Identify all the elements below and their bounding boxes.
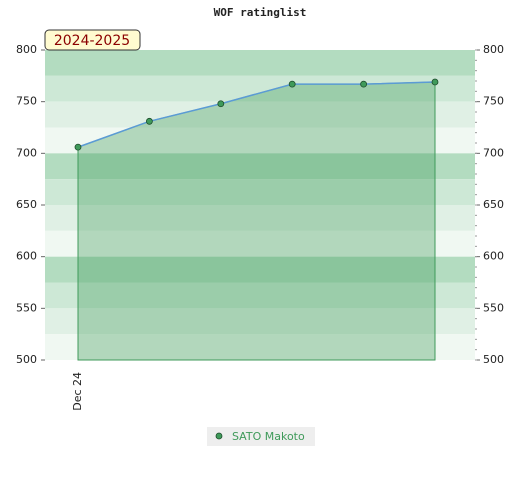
legend-box	[207, 427, 315, 446]
y-tick-label: 700	[16, 146, 37, 159]
point	[360, 80, 368, 88]
legend-marker	[215, 432, 223, 440]
point	[288, 80, 296, 88]
x-tick-label: Dec 24	[71, 372, 84, 411]
band	[45, 308, 475, 335]
y-tick-label: 650	[16, 198, 37, 211]
band	[45, 282, 475, 309]
y2-tick-label: 650	[483, 198, 504, 211]
band	[45, 50, 475, 76]
band	[45, 334, 475, 360]
point	[74, 143, 82, 151]
y-tick-label: 550	[16, 301, 37, 314]
band	[45, 75, 475, 102]
annotation-box	[44, 29, 141, 51]
band	[45, 127, 475, 154]
y-tick-label: 800	[16, 43, 37, 56]
band	[45, 205, 475, 231]
y2-tick-label: 800	[483, 43, 504, 56]
chart-title: WOF ratinglist	[214, 6, 307, 19]
band	[45, 153, 475, 180]
annotation: 2024-2025	[54, 33, 130, 49]
point	[431, 78, 439, 86]
y2-tick-label: 550	[483, 301, 504, 314]
band	[45, 230, 475, 257]
y-tick-label: 600	[16, 250, 37, 263]
y2-tick-label: 700	[483, 146, 504, 159]
point	[145, 117, 153, 125]
y2-tick-label: 750	[483, 95, 504, 108]
band	[45, 179, 475, 205]
background-bands	[45, 50, 475, 360]
band	[45, 256, 475, 283]
y-tick-label: 500	[16, 353, 37, 366]
y2-tick-label: 600	[483, 250, 504, 263]
band	[45, 101, 475, 128]
y-tick-label: 750	[16, 95, 37, 108]
legend-label: SATO Makoto	[232, 430, 305, 443]
line	[77, 81, 436, 148]
y2-tick-label: 500	[483, 353, 504, 366]
point	[217, 100, 225, 108]
